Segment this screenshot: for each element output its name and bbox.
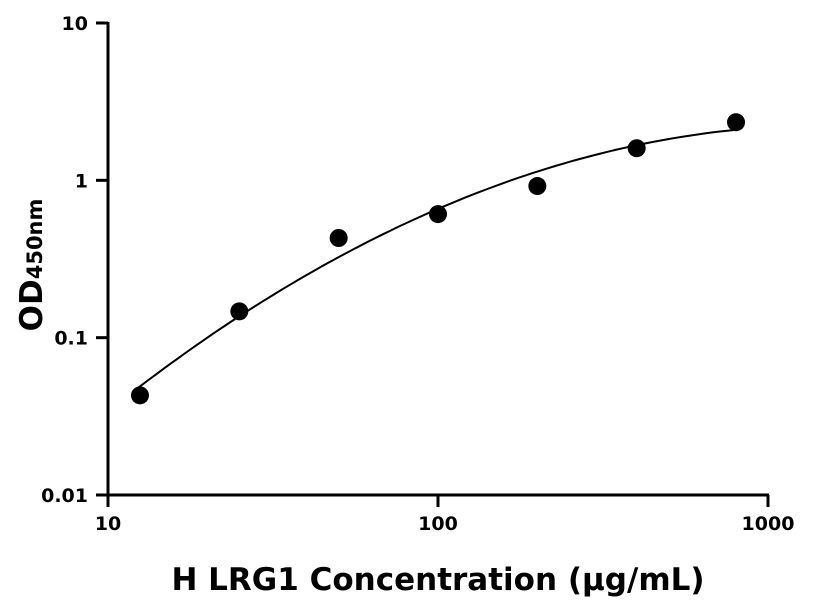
y-axis-label: OD450nm bbox=[14, 199, 50, 332]
y-tick-label: 0.1 bbox=[54, 328, 88, 350]
data-point bbox=[130, 386, 149, 405]
y-tick-label: 1 bbox=[75, 170, 88, 192]
x-axis-label: H LRG1 Concentration (µg/mL) bbox=[171, 562, 704, 598]
data-point bbox=[528, 177, 547, 196]
x-tick-label: 10 bbox=[95, 513, 121, 535]
y-axis-label-main: OD bbox=[14, 279, 50, 331]
data-point bbox=[429, 205, 447, 224]
data-point bbox=[230, 302, 249, 321]
data-point bbox=[329, 229, 348, 248]
y-tick-label: 0.01 bbox=[41, 485, 88, 507]
x-tick-label: 100 bbox=[418, 513, 458, 535]
axes bbox=[106, 22, 769, 497]
y-axis-label-subscript: 450nm bbox=[23, 199, 47, 280]
data-point bbox=[727, 113, 746, 132]
fit-curve bbox=[132, 128, 737, 393]
x-tick-label: 1000 bbox=[742, 513, 795, 535]
y-tick-label: 10 bbox=[62, 13, 88, 35]
data-point bbox=[627, 139, 646, 158]
